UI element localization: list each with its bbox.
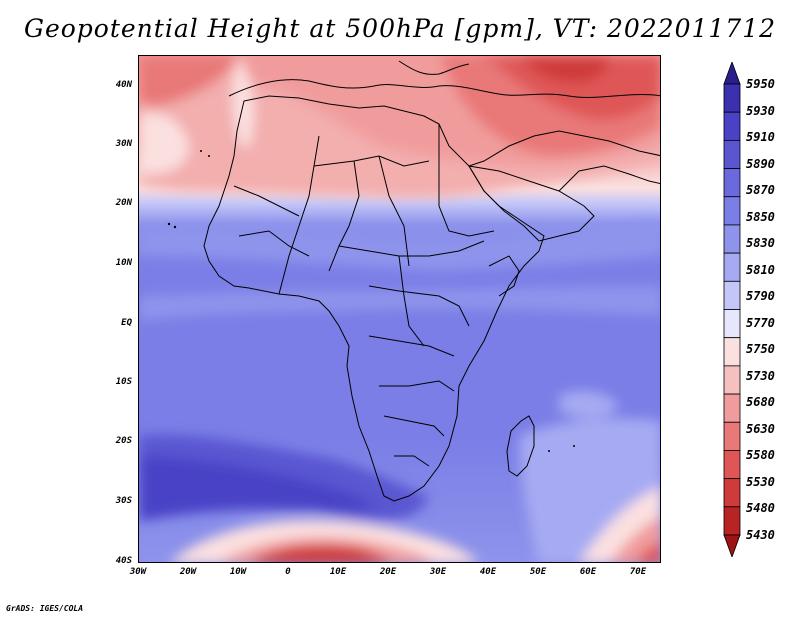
- colorbar-swatch: [723, 280, 741, 310]
- map-panel: [138, 55, 661, 563]
- colorbar: [723, 62, 741, 557]
- map-title: Geopotential Height at 500hPa [gpm], VT:…: [23, 14, 777, 43]
- height-field-map: [139, 56, 660, 562]
- colorbar-level-label: 5890: [746, 156, 775, 171]
- colorbar-level-label: 5430: [746, 528, 775, 542]
- colorbar-swatch: [723, 83, 741, 113]
- x-tick-label: 20E: [379, 567, 397, 577]
- colorbar-level-label: 5770: [746, 315, 775, 330]
- x-tick-label: 30W: [129, 567, 147, 577]
- colorbar-swatch: [723, 365, 741, 395]
- colorbar-level-label: 5730: [746, 368, 775, 383]
- colorbar-top-arrow: [723, 62, 741, 85]
- y-tick-label: 30N: [115, 139, 132, 149]
- x-tick-label: 70E: [629, 567, 647, 577]
- y-tick-label: 30S: [115, 496, 132, 506]
- y-tick-label: 10S: [115, 377, 132, 387]
- y-tick-label: 10N: [115, 258, 132, 268]
- colorbar-level-label: 5870: [746, 183, 775, 198]
- y-tick-label: EQ: [121, 318, 132, 328]
- colorbar-level-label: 5480: [746, 501, 775, 516]
- colorbar-swatch: [723, 393, 741, 423]
- colorbar-level-label: 5580: [746, 448, 775, 463]
- x-tick-label: 0: [285, 567, 291, 577]
- colorbar-swatch: [723, 111, 741, 141]
- x-tick-label: 10E: [329, 567, 347, 577]
- y-tick-label: 20N: [115, 198, 132, 208]
- colorbar-level-label: 5530: [746, 474, 775, 489]
- colorbar-swatch: [723, 309, 741, 339]
- field-contours: [139, 56, 660, 562]
- colorbar-swatch: [723, 139, 741, 169]
- coastlines: [203, 60, 660, 502]
- colorbar-level-label: 5910: [746, 130, 775, 145]
- colorbar-bottom-arrow: [723, 534, 741, 557]
- colorbar-level-label: 5810: [746, 262, 775, 277]
- x-tick-label: 60E: [579, 567, 597, 577]
- islands: [167, 150, 575, 452]
- x-tick-label: 10W: [229, 567, 247, 577]
- colorbar-swatch: [723, 224, 741, 254]
- colorbar-swatch: [723, 450, 741, 480]
- y-tick-label: 40S: [115, 556, 132, 566]
- colorbar-swatch: [723, 168, 741, 198]
- colorbar-level-label: 5830: [746, 236, 775, 251]
- colorbar-level-label: 5930: [746, 103, 775, 118]
- colorbar-swatch: [723, 478, 741, 508]
- colorbar-level-label: 5630: [746, 421, 775, 436]
- x-tick-label: 20W: [179, 567, 197, 577]
- colorbar-swatch: [723, 506, 741, 536]
- x-tick-label: 30E: [429, 567, 447, 577]
- colorbar-level-label: 5950: [746, 77, 775, 91]
- colorbar-level-label: 5680: [746, 395, 775, 410]
- colorbar-level-label: 5850: [746, 209, 775, 224]
- x-tick-label: 50E: [529, 567, 547, 577]
- colorbar-swatch: [723, 252, 741, 282]
- colorbar-swatch: [723, 337, 741, 367]
- y-tick-label: 40N: [115, 80, 132, 90]
- y-tick-label: 20S: [115, 436, 132, 446]
- credit-text: GrADS: IGES/COLA: [6, 604, 84, 613]
- colorbar-level-label: 5790: [746, 289, 775, 304]
- x-tick-label: 40E: [479, 567, 497, 577]
- colorbar-swatch: [723, 421, 741, 451]
- colorbar-swatch: [723, 196, 741, 226]
- colorbar-level-label: 5750: [746, 342, 775, 357]
